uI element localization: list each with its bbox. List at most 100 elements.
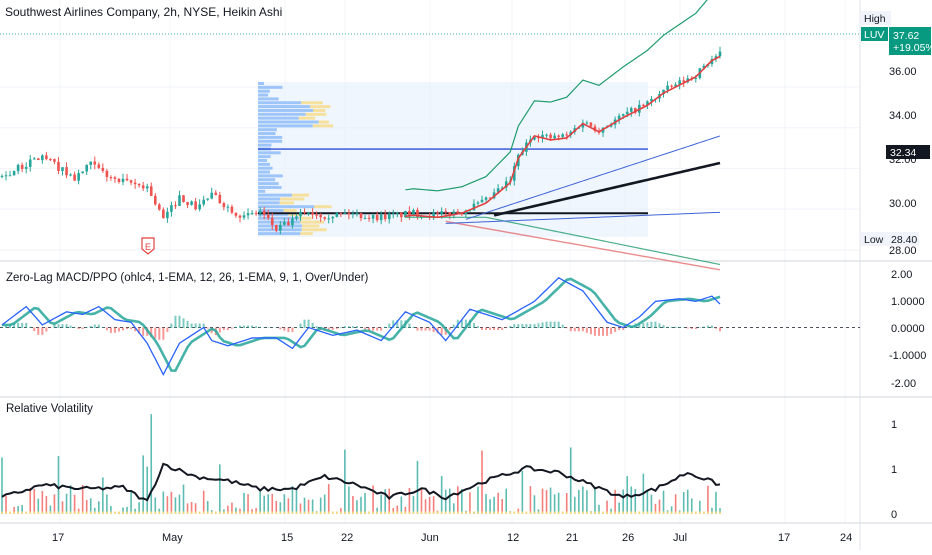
volatility-bar [651, 495, 653, 514]
candle-body [166, 212, 169, 218]
macd-histogram-bar [223, 328, 225, 330]
volatility-bar [29, 488, 31, 514]
profile-bar-yellow [299, 217, 311, 220]
macd-histogram-bar [582, 328, 584, 332]
volatility-bar [707, 486, 709, 514]
macd-histogram-bar [287, 328, 289, 332]
volatility-base-bar [578, 512, 580, 514]
volatility-base-bar [82, 512, 84, 514]
macd-histogram-bar [126, 328, 128, 329]
price-tick-label: 28.00 [889, 245, 917, 257]
macd-histogram-bar [90, 326, 92, 328]
candle-body [126, 179, 129, 181]
volatility-base-bar [675, 512, 677, 514]
candle-body [118, 179, 121, 182]
volatility-bar [522, 471, 524, 514]
candle-body [37, 158, 40, 160]
macd-histogram-bar [239, 326, 241, 328]
volatility-base-bar [485, 512, 487, 514]
macd-histogram-bar [102, 327, 104, 328]
volatility-base-bar [13, 512, 15, 514]
profile-bar-yellow [310, 105, 330, 108]
macd-histogram-bar [219, 328, 221, 333]
candle-body [400, 213, 403, 218]
profile-bar [258, 221, 300, 224]
candle-body [364, 218, 367, 219]
candle-body [89, 162, 92, 165]
candle-body [1, 176, 4, 177]
macd-histogram-bar [279, 328, 281, 330]
macd-histogram-bar [683, 327, 685, 328]
candle-body [154, 196, 157, 205]
candle-body [557, 136, 560, 137]
volatility-base-bar [102, 512, 104, 514]
x-tick-label: 17 [778, 532, 790, 544]
candle-body [98, 164, 101, 167]
volatility-base-bar [284, 512, 286, 514]
macd-histogram-bar [525, 324, 527, 328]
volatility-base-bar [380, 512, 382, 514]
volatility-bar [219, 464, 221, 514]
candle-body [291, 218, 294, 225]
volatility-bar [534, 495, 536, 514]
volatility-bar [409, 488, 411, 514]
volatility-base-bar [308, 512, 310, 514]
volatility-bar [171, 492, 173, 514]
profile-bar [258, 155, 271, 158]
volatility-bar [82, 485, 84, 514]
macd-histogram-bar [618, 328, 620, 330]
profile-bar-yellow [299, 117, 315, 120]
vol-tick-label: 1 [891, 419, 897, 431]
volatility-base-bar [364, 512, 366, 514]
macd-histogram-bar [364, 328, 366, 330]
volatility-base-bar [50, 512, 52, 514]
volatility-base-bar [255, 512, 257, 514]
volatility-bar [715, 492, 717, 514]
volatility-base-bar [118, 512, 120, 514]
volatility-base-bar [33, 512, 35, 514]
volatility-base-bar [384, 512, 386, 514]
macd-histogram-bar [606, 328, 608, 336]
x-tick-label: 17 [52, 532, 64, 544]
volatility-bar [263, 496, 265, 514]
volatility-base-bar [171, 512, 173, 514]
volatility-base-bar [167, 512, 169, 514]
profile-bar [258, 128, 277, 131]
volatility-base-bar [211, 512, 213, 514]
volatility-base-bar [711, 512, 713, 514]
profile-bar [258, 151, 281, 154]
volatility-bar [469, 492, 471, 514]
macd-histogram-bar [449, 328, 451, 330]
volatility-base-bar [647, 512, 649, 514]
macd-histogram-bar [429, 328, 431, 331]
candle-body [247, 213, 250, 215]
macd-histogram-bar [642, 323, 644, 328]
volatility-base-bar [271, 512, 273, 514]
chart-title: Southwest Airlines Company, 2h, NYSE, He… [5, 5, 282, 19]
macd-histogram-bar [70, 326, 72, 328]
macd-histogram-bar [441, 328, 443, 335]
volatility-base-bar [651, 512, 653, 514]
candle-body [17, 165, 20, 171]
macd-histogram-bar [372, 328, 374, 331]
volatility-base-bar [360, 512, 362, 514]
macd-histogram-bar [340, 327, 342, 328]
candle-body [235, 213, 238, 216]
volatility-bar [380, 494, 382, 514]
volatility-bar [66, 494, 68, 514]
macd-histogram-bar [513, 324, 515, 328]
candle-body [186, 202, 189, 205]
candle-body [368, 218, 371, 219]
profile-bar [258, 90, 270, 93]
profile-bar [258, 136, 282, 139]
volatility-bar [296, 490, 298, 514]
candle-body [57, 162, 60, 171]
macd-histogram-bar [533, 324, 535, 328]
volatility-base-bar [288, 512, 290, 514]
volatility-base-bar [122, 512, 124, 514]
candle-body [315, 215, 318, 216]
macd-histogram-bar [247, 326, 249, 328]
volatility-base-bar [292, 512, 294, 514]
volatility-base-bar [154, 512, 156, 514]
macd-histogram-bar [566, 328, 568, 329]
